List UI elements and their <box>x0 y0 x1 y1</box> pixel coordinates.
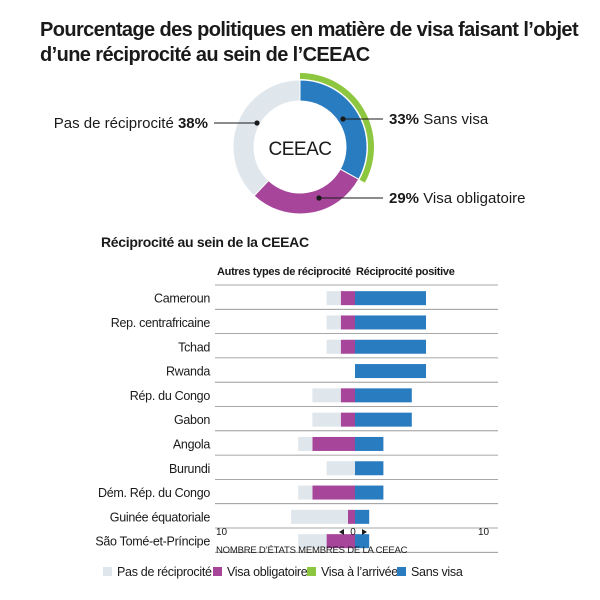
tick-label-right: 10 <box>478 527 490 538</box>
bar-no-reciprocity <box>326 339 341 354</box>
tick-arrow-right <box>362 529 367 535</box>
donut-label-visa-free: 33% Sans visa <box>389 111 489 128</box>
bar-no-reciprocity <box>291 509 348 524</box>
legend-label-visa-required: Visa obligatoire <box>227 565 308 579</box>
legend-label-visa-on-arrival: Visa à l’arrivée <box>321 565 398 579</box>
bar-visa-required <box>340 412 355 427</box>
legend-swatch-visa-free <box>397 567 406 576</box>
bar-visa-free <box>355 534 370 549</box>
bar-visa-free <box>355 315 426 330</box>
category-label: Burundi <box>169 462 210 476</box>
bar-no-reciprocity <box>298 436 313 451</box>
tick-label-zero: 0 <box>350 527 356 538</box>
bar-visa-free <box>355 509 370 524</box>
bar-no-reciprocity <box>312 388 341 403</box>
donut-slice-no-reciprocity <box>232 79 301 197</box>
bar-visa-required <box>340 388 355 403</box>
bar-visa-free <box>355 485 384 500</box>
bar-no-reciprocity <box>298 485 313 500</box>
category-label: Dém. Rép. du Congo <box>98 486 210 500</box>
donut-slice-visa-required <box>253 168 360 215</box>
legend-swatch-visa-on-arrival <box>307 567 316 576</box>
category-label: Guinée équatoriale <box>110 510 211 524</box>
bar-visa-required <box>326 534 355 549</box>
leader-dot-no-reciprocity <box>254 120 260 126</box>
category-label: Angola <box>173 437 210 451</box>
category-label: Rép. du Congo <box>130 389 211 403</box>
tick-label-left: 10 <box>216 527 228 538</box>
bar-no-reciprocity <box>312 412 341 427</box>
bar-no-reciprocity <box>298 534 327 549</box>
chart-title: Pourcentage des politiques en matière de… <box>40 19 579 66</box>
category-label: São Tomé-et-Príncipe <box>95 535 210 549</box>
category-label: Cameroun <box>154 292 210 306</box>
bar-visa-free <box>355 436 384 451</box>
category-label: Gabon <box>174 413 210 427</box>
bar-no-reciprocity <box>326 461 355 476</box>
x-axis-label: NOMBRE D’ÉTATS MEMBRES DE LA CEEAC <box>216 545 408 556</box>
bar-visa-required <box>340 291 355 306</box>
tick-arrow-left <box>339 529 344 535</box>
bar-visa-free <box>355 388 412 403</box>
donut-ring-visa-on-arrival <box>300 73 374 183</box>
bar-no-reciprocity <box>326 315 341 330</box>
donut-center-label: CEEAC <box>269 139 332 160</box>
bar-visa-required <box>340 315 355 330</box>
leader-dot-visa-free <box>340 116 346 122</box>
donut-label-visa-required: 29% Visa obligatoire <box>389 190 526 207</box>
bar-visa-required <box>340 339 355 354</box>
category-label: Tchad <box>178 340 210 354</box>
leader-dot-visa-required <box>316 195 322 201</box>
donut-label-no-reciprocity: Pas de réciprocité 38% <box>54 115 208 132</box>
bar-visa-free <box>355 291 426 306</box>
donut-slice-visa-free <box>299 79 368 180</box>
bar-visa-free <box>355 339 426 354</box>
right-header: Réciprocité positive <box>356 266 455 278</box>
category-label: Rep. centrafricaine <box>111 316 211 330</box>
bar-visa-free <box>355 461 384 476</box>
bar-visa-required <box>312 436 355 451</box>
category-label: Rwanda <box>166 365 210 379</box>
bar-chart-title: Réciprocité au sein de la CEEAC <box>101 234 309 250</box>
bar-visa-free <box>355 412 412 427</box>
legend-swatch-visa-required <box>213 567 222 576</box>
legend-label-visa-free: Sans visa <box>411 565 463 579</box>
legend-swatch-no-reciprocity <box>103 567 112 576</box>
legend-label-no-reciprocity: Pas de réciprocité <box>117 565 212 579</box>
bar-visa-required <box>312 485 355 500</box>
bar-visa-free <box>355 364 426 379</box>
left-header: Autres types de réciprocité <box>217 266 351 278</box>
bar-no-reciprocity <box>326 291 341 306</box>
bar-visa-required <box>347 509 355 524</box>
